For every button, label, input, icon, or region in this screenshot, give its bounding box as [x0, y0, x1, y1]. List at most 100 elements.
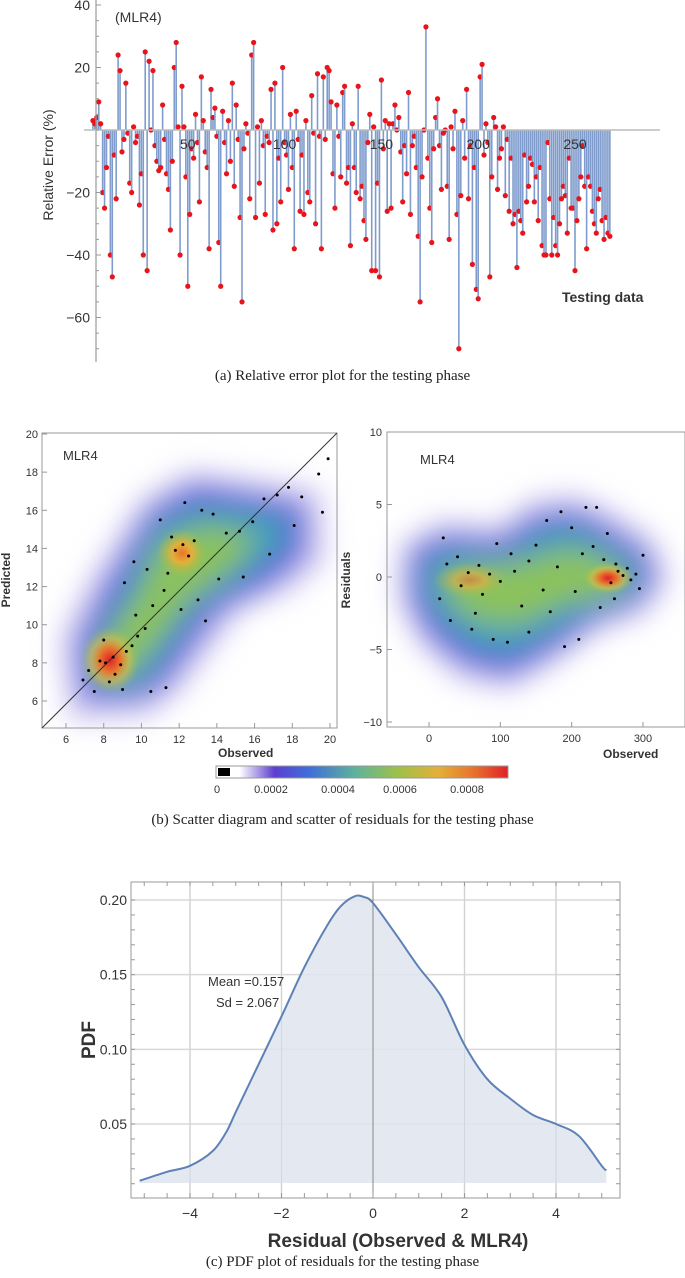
stem-marker	[574, 218, 580, 224]
stem-marker	[191, 155, 197, 161]
stem-marker	[382, 118, 388, 124]
scatter-point	[555, 565, 559, 569]
stem-marker	[531, 199, 537, 205]
scatter-point	[164, 686, 168, 690]
stem-marker	[489, 174, 495, 180]
scatter-point	[438, 597, 442, 601]
stem-marker	[549, 252, 555, 258]
scatter-point	[119, 663, 123, 667]
y-axis-label: Predicted	[0, 553, 13, 608]
scatter-point	[98, 659, 102, 663]
stem-marker	[535, 218, 541, 224]
stem-marker	[469, 261, 475, 267]
stem-marker	[233, 102, 239, 108]
scatter-point	[87, 668, 91, 672]
stem-marker	[169, 158, 175, 164]
stem-marker	[392, 102, 398, 108]
stem-marker	[506, 208, 512, 214]
stem-marker	[142, 49, 148, 55]
stem-marker	[96, 99, 102, 105]
stem-marker	[363, 236, 369, 242]
y-tick-label: −5	[369, 645, 382, 657]
residual-pdf-plot: −4 −2 0 2 4 0.05 0.10 0.15 0.20 Mean =0.157 Sd =…	[79, 881, 621, 1252]
scatter-points	[81, 457, 330, 693]
stem-marker	[251, 39, 257, 46]
y-tick-label: 0	[376, 572, 382, 584]
colorbar-tick-label: 0.0008	[450, 784, 484, 796]
stem-marker	[405, 89, 412, 96]
identity-line	[41, 432, 338, 729]
scatter-point	[173, 548, 177, 552]
scatter-point	[527, 630, 531, 634]
scatter-point	[179, 607, 183, 611]
residuals-vs-observed-plot: 0 100 200 300 10 5 0 −5 −10 MLR4 Observed Residu…	[339, 427, 685, 761]
scatter-panel: 6 8 10 12 14 16 18 20 6 8 10 12 14 16 18 20 MLR4 Observ…	[0, 420, 685, 840]
scatter-point	[612, 597, 616, 601]
scatter-point	[121, 688, 125, 692]
y-tick-label: 10	[26, 620, 38, 632]
stem-marker	[266, 139, 272, 146]
stem-marker	[140, 252, 146, 258]
y-tick-label: −10	[363, 717, 382, 729]
stem-marker	[384, 208, 390, 214]
scatter-point	[445, 562, 449, 566]
scatter-point	[262, 497, 266, 501]
stem-marker	[409, 143, 415, 149]
caption-a: (a) Relative error plot for the testing …	[214, 368, 471, 384]
stem-marker	[291, 246, 297, 252]
y-tick-label: 20	[74, 60, 90, 76]
scatter-point	[130, 644, 134, 648]
caption-c: (c) PDF plot of residuals for the testin…	[205, 1254, 480, 1270]
grid-overlay	[189, 882, 557, 1198]
stem-marker	[167, 227, 173, 233]
scatter-point	[151, 604, 155, 608]
stem-marker	[403, 171, 410, 177]
scatter-point	[104, 661, 108, 665]
scatter-point	[456, 555, 460, 559]
x-tick-label: 18	[286, 734, 298, 746]
stem-marker	[196, 199, 203, 205]
stem-marker	[423, 24, 429, 30]
scatter-point	[237, 529, 241, 533]
stem-marker	[113, 196, 119, 202]
scatter-point	[534, 543, 538, 547]
stem-marker	[309, 93, 315, 99]
scatter-point	[211, 512, 215, 516]
stem-marker	[256, 180, 263, 186]
scatter-point	[217, 577, 221, 581]
stem-marker	[607, 233, 613, 239]
stem-marker	[130, 124, 137, 130]
scatter-point	[241, 575, 245, 579]
scatter-point	[548, 610, 552, 614]
scatter-point	[170, 535, 174, 539]
stem-marker	[322, 136, 328, 142]
stem-marker	[229, 80, 235, 86]
caption-b: (b) Scatter diagram and scatter of resid…	[151, 812, 534, 828]
stem-marker	[487, 274, 493, 280]
stem-marker	[320, 74, 326, 80]
axes: 0 100 200 300 10 5 0 −5 −10	[363, 427, 652, 745]
y-tick-label: −20	[66, 185, 90, 201]
scatter-point	[111, 655, 115, 659]
scatter-point	[563, 645, 567, 649]
y-tick-label: 8	[32, 658, 38, 670]
stem-marker	[285, 186, 292, 192]
stem-marker	[491, 114, 497, 121]
pdf-curve	[139, 894, 608, 1182]
stem-marker	[121, 136, 127, 142]
stem-marker	[280, 64, 286, 71]
stem-marker	[584, 246, 590, 252]
scatter-point	[495, 542, 499, 546]
scatter-point	[573, 590, 577, 593]
stem-marker	[417, 299, 423, 305]
x-tick-label: 100	[491, 733, 509, 745]
stem-marker	[378, 77, 384, 83]
scatter-point	[520, 604, 524, 608]
scatter-point	[183, 501, 187, 505]
scatter-point	[145, 567, 149, 571]
y-tick-label: 5	[376, 500, 382, 512]
stem-marker	[357, 196, 363, 202]
stem-marker	[239, 299, 245, 305]
stem-marker	[101, 205, 108, 211]
stem-marker	[297, 208, 303, 214]
